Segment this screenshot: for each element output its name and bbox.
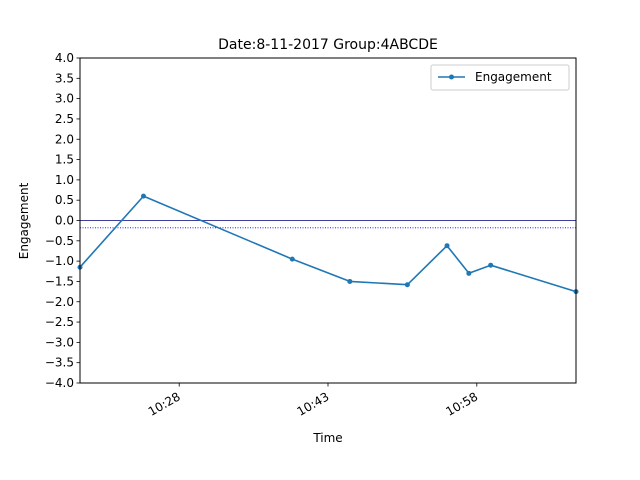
y-tick-label: 2.0 (55, 132, 74, 146)
y-tick-label: −4.0 (45, 376, 74, 390)
chart-title: Date:8-11-2017 Group:4ABCDE (218, 37, 438, 53)
y-tick-label: 3.0 (55, 92, 74, 106)
y-axis-title: Engagement (17, 182, 31, 259)
data-point (290, 257, 295, 262)
y-tick-label: 3.5 (55, 71, 74, 85)
data-point (347, 279, 352, 284)
y-tick-label: 1.0 (55, 173, 74, 187)
legend-marker (449, 75, 454, 80)
data-point (141, 194, 146, 199)
y-tick-label: −2.5 (45, 315, 74, 329)
legend-label: Engagement (475, 70, 552, 84)
y-tick-label: −0.5 (45, 234, 74, 248)
y-tick-label: −1.5 (45, 274, 74, 288)
y-tick-label: 4.0 (55, 51, 74, 65)
y-tick-label: −3.0 (45, 335, 74, 349)
data-point (488, 263, 493, 268)
y-tick-label: 2.5 (55, 112, 74, 126)
y-tick-label: −1.0 (45, 254, 74, 268)
y-tick-label: 0.0 (55, 214, 74, 228)
y-tick-label: 1.5 (55, 153, 74, 167)
y-tick-label: 0.5 (55, 193, 74, 207)
y-tick-label: −3.5 (45, 356, 74, 370)
data-point (466, 271, 471, 276)
data-point (405, 282, 410, 287)
legend: Engagement (431, 65, 569, 90)
data-point (445, 243, 450, 248)
x-axis-title: Time (312, 431, 342, 445)
y-tick-label: −2.0 (45, 295, 74, 309)
